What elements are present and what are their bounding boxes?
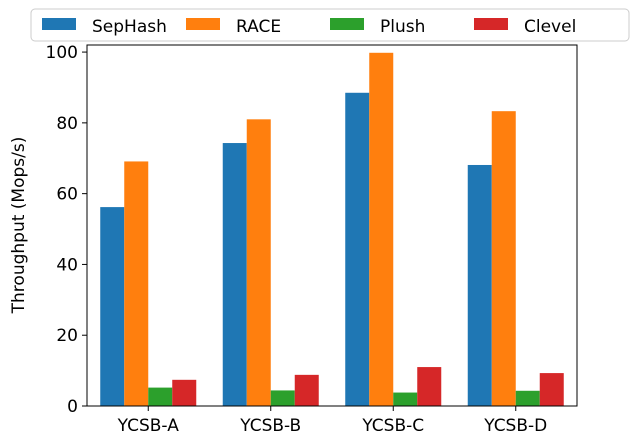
legend-swatch-plush: [330, 18, 364, 30]
bar-clevel-ycsb-c: [417, 367, 442, 406]
y-tick-label: 0: [67, 397, 78, 417]
legend-label-sephash: SepHash: [92, 17, 167, 37]
plot-area-frame: [86, 44, 578, 407]
bar-sephash-ycsb-d: [467, 164, 492, 406]
bar-plush-ycsb-b: [270, 390, 295, 406]
bar-race-ycsb-a: [124, 161, 149, 406]
bar-race-ycsb-d: [491, 111, 516, 407]
y-axis-label: Throughput (Mops/s): [9, 137, 29, 315]
y-tick-label: 80: [56, 114, 78, 134]
bars-group: [100, 52, 564, 407]
x-tick-label: YCSB-B: [239, 416, 301, 436]
bar-sephash-ycsb-c: [345, 92, 370, 406]
x-tick-label: YCSB-D: [483, 416, 547, 436]
legend: SepHash RACE Plush Clevel: [30, 8, 630, 42]
bar-clevel-ycsb-a: [172, 379, 197, 406]
y-tick-label: 100: [46, 43, 78, 63]
bar-sephash-ycsb-a: [100, 207, 125, 406]
legend-label-race: RACE: [236, 17, 281, 37]
y-tick-label: 40: [56, 255, 78, 275]
y-tick-label: 60: [56, 185, 78, 205]
bar-sephash-ycsb-b: [222, 143, 247, 407]
x-axis: YCSB-A YCSB-B YCSB-C YCSB-D: [117, 406, 547, 436]
bar-plush-ycsb-a: [148, 387, 173, 406]
legend-label-clevel: Clevel: [524, 17, 576, 37]
legend-swatch-clevel: [474, 18, 508, 30]
y-tick-label: 20: [56, 326, 78, 346]
y-axis: 0 20 40 60 80 100: [46, 43, 87, 417]
legend-swatch-race: [186, 18, 220, 30]
x-tick-label: YCSB-A: [117, 416, 180, 436]
x-tick-label: YCSB-C: [361, 416, 424, 436]
bar-plush-ycsb-c: [393, 392, 418, 406]
legend-swatch-sephash: [42, 18, 76, 30]
bar-race-ycsb-b: [246, 119, 271, 406]
bar-clevel-ycsb-d: [539, 373, 564, 406]
bar-plush-ycsb-d: [515, 390, 540, 406]
bar-race-ycsb-c: [369, 52, 394, 406]
bar-clevel-ycsb-b: [294, 374, 319, 406]
legend-label-plush: Plush: [380, 17, 425, 37]
